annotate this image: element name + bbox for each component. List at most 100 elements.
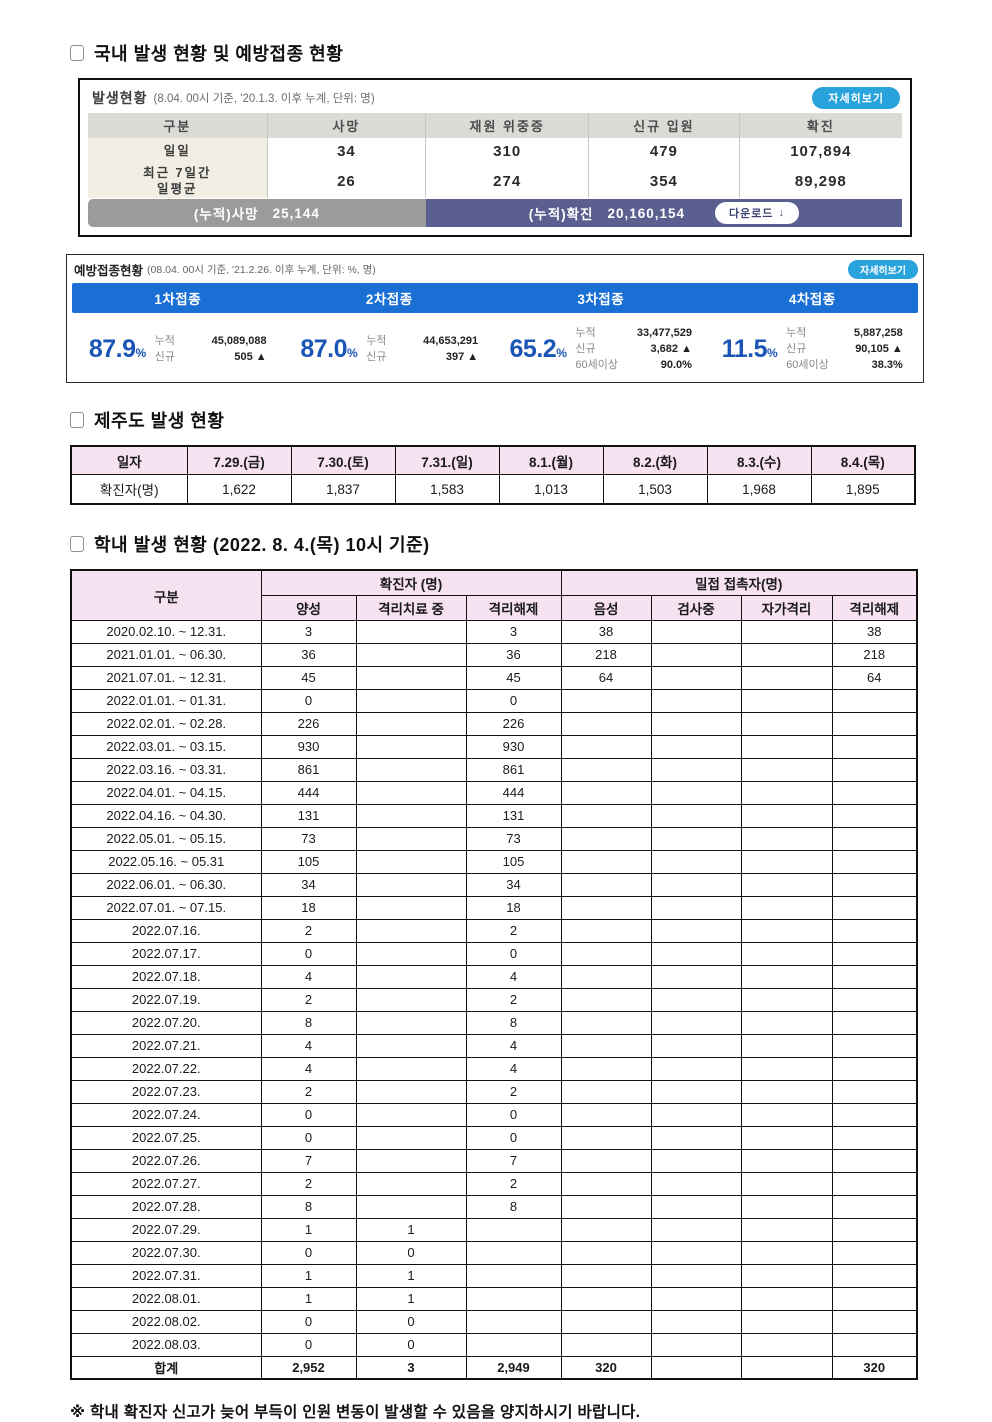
- in-treatment-cell: [355, 895, 467, 920]
- self-quarantine-cell: [740, 872, 833, 897]
- testing-cell: [650, 1194, 742, 1219]
- outbreak-daily-row: 일일 34 310 479 107,894: [88, 138, 902, 165]
- testing-cell: [650, 1033, 742, 1058]
- negative-cell: [560, 941, 652, 966]
- released-cell: 0: [465, 1102, 562, 1127]
- dose3-summary: 65.2% 누적 33,477,529 신규 3,682 ▲ 60세이상 90.0%: [495, 321, 707, 374]
- self-quarantine-cell: [740, 619, 833, 644]
- download-button[interactable]: 다운로드 ↓: [715, 202, 800, 224]
- period-cell: 2022.08.03.: [70, 1332, 262, 1357]
- positive-cell: 3: [260, 619, 357, 644]
- self-quarantine-cell: [740, 1194, 833, 1219]
- outbreak-header-row: 구분 사망 재원 위중증 신규 입원 확진: [88, 113, 902, 138]
- contact-released-cell: [831, 1102, 918, 1127]
- period-cell: 합계: [70, 1355, 262, 1380]
- stat-label: 60세이상: [786, 358, 829, 371]
- period-cell: 2021.07.01. ~ 12.31.: [70, 665, 262, 690]
- percent-unit: %: [767, 346, 778, 361]
- positive-cell: 444: [260, 780, 357, 805]
- period-cell: 2022.07.19.: [70, 987, 262, 1012]
- stat-value: 45,089,088: [211, 334, 267, 347]
- testing-cell: [650, 780, 742, 805]
- in-treatment-cell: [355, 734, 467, 759]
- outbreak-table: 구분 사망 재원 위중증 신규 입원 확진 일일 34 310 479 107,…: [88, 113, 902, 198]
- released-cell: 0: [465, 688, 562, 713]
- testing-cell: [650, 895, 742, 920]
- testing-cell: [650, 734, 742, 759]
- self-quarantine-cell: [740, 665, 833, 690]
- negative-cell: 218: [560, 642, 652, 667]
- school-data-row: 2022.07.27. 2 2: [70, 1171, 918, 1196]
- contact-released-cell: [831, 1010, 918, 1035]
- negative-cell: [560, 1263, 652, 1288]
- positive-cell: 7: [260, 1148, 357, 1173]
- in-treatment-cell: [355, 941, 467, 966]
- positive-cell: 0: [260, 688, 357, 713]
- percent-unit: %: [347, 346, 358, 361]
- contact-released-cell: [831, 1240, 918, 1265]
- released-cell: 861: [465, 757, 562, 782]
- school-data-row: 2022.05.16. ~ 05.31 105 105: [70, 849, 918, 874]
- stat-value: 5,887,258: [853, 327, 903, 339]
- vaccination-dose-bar: 1차접종 2차접종 3차접종 4차접종: [72, 283, 918, 313]
- outbreak-status-panel: 발생현황 (8.04. 00시 기준, '20.1.3. 이후 누계, 단위: …: [78, 78, 912, 237]
- released-cell: 4: [465, 1033, 562, 1058]
- in-treatment-cell: [355, 780, 467, 805]
- school-data-row: 2022.06.01. ~ 06.30. 34 34: [70, 872, 918, 897]
- school-data-row: 2022.07.19. 2 2: [70, 987, 918, 1012]
- sub-column-header: 격리해제: [831, 594, 918, 621]
- testing-cell: [650, 1125, 742, 1150]
- percent-unit: %: [556, 346, 567, 361]
- released-cell: 4: [465, 1056, 562, 1081]
- negative-cell: [560, 1056, 652, 1081]
- negative-cell: 38: [560, 619, 652, 644]
- period-cell: 2022.08.01.: [70, 1286, 262, 1311]
- school-data-row: 2022.07.29. 1 1: [70, 1217, 918, 1242]
- negative-cell: [560, 757, 652, 782]
- detail-view-button[interactable]: 자세히보기: [848, 260, 918, 279]
- self-quarantine-cell: [740, 918, 833, 943]
- dose4-header: 4차접종: [788, 292, 836, 307]
- contact-released-cell: 38: [831, 619, 918, 644]
- positive-cell: 18: [260, 895, 357, 920]
- positive-cell: 73: [260, 826, 357, 851]
- in-treatment-cell: 1: [355, 1263, 467, 1288]
- testing-cell: [650, 987, 742, 1012]
- vaccination-body: 87.9% 누적 45,089,088 신규 505 ▲ 87.0% 누적 44,65…: [72, 321, 918, 374]
- testing-cell: [650, 711, 742, 736]
- self-quarantine-cell: [740, 1286, 833, 1311]
- detail-view-button[interactable]: 자세히보기: [812, 87, 900, 109]
- school-data-row: 2022.02.01. ~ 02.28. 226 226: [70, 711, 918, 736]
- self-quarantine-cell: [740, 1102, 833, 1127]
- negative-cell: [560, 1217, 652, 1242]
- jeju-date-header: 일자: [70, 445, 188, 475]
- released-cell: 0: [465, 1125, 562, 1150]
- positive-cell: 4: [260, 1033, 357, 1058]
- deaths-avg: 26: [266, 165, 426, 198]
- period-cell: 2022.04.16. ~ 04.30.: [70, 803, 262, 828]
- testing-cell: [650, 918, 742, 943]
- negative-cell: [560, 826, 652, 851]
- period-cell: 2020.02.10. ~ 12.31.: [70, 619, 262, 644]
- jeju-date-header: 8.2.(화): [602, 445, 708, 475]
- jeju-confirmed-cell: 1,895: [810, 473, 916, 505]
- jeju-confirmed-cell: 확진자(명): [70, 473, 188, 505]
- positive-cell: 1: [260, 1263, 357, 1288]
- dose4-percent: 11.5%: [722, 335, 778, 364]
- period-cell: 2022.07.22.: [70, 1056, 262, 1081]
- dose1-summary: 87.9% 누적 45,089,088 신규 505 ▲: [72, 321, 284, 374]
- row-label: 일일: [88, 138, 268, 165]
- school-data-row: 2022.07.30. 0 0: [70, 1240, 918, 1265]
- period-cell: 2022.08.02.: [70, 1309, 262, 1334]
- dose2-percent: 87.0%: [300, 335, 357, 364]
- stat-label: 누적: [366, 334, 387, 347]
- jeju-header-row: 일자 7.29.(금) 7.30.(토) 7.31.(일) 8.1.(월) 8.2.(화)…: [70, 445, 916, 475]
- negative-cell: [560, 849, 652, 874]
- negative-cell: [560, 1033, 652, 1058]
- jeju-confirmed-cell: 1,968: [706, 473, 812, 505]
- self-quarantine-cell: [740, 1033, 833, 1058]
- download-icon: ↓: [778, 207, 786, 219]
- period-cell: 2022.04.01. ~ 04.15.: [70, 780, 262, 805]
- percent-unit: %: [135, 346, 147, 361]
